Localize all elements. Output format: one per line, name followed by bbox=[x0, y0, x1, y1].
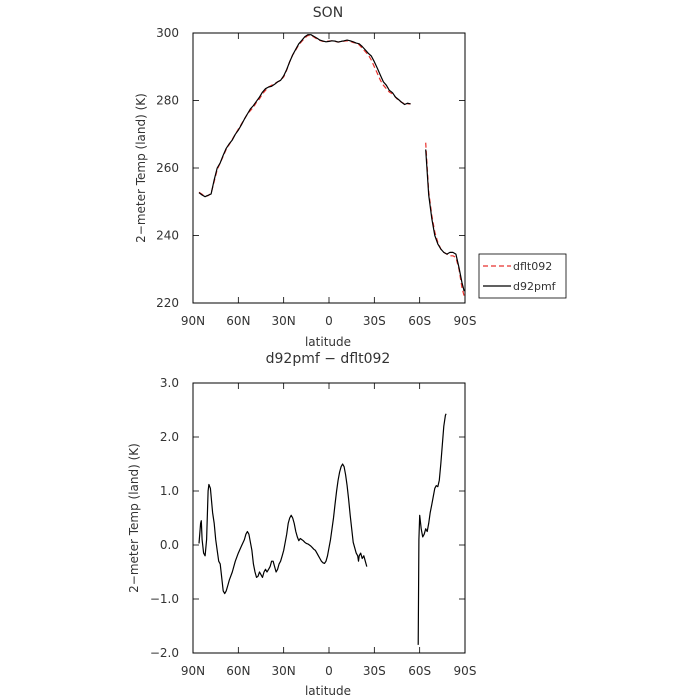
bottom-y-tick-label: 2.0 bbox=[160, 430, 179, 444]
top-chart-title: SON bbox=[313, 5, 343, 21]
series-line-d92pmf bbox=[425, 149, 465, 292]
bottom-x-tick-label: 60S bbox=[408, 664, 431, 678]
bottom-x-tick-label: 90N bbox=[181, 664, 205, 678]
top-x-tick-label: 90S bbox=[454, 314, 477, 328]
top-y-tick-label: 280 bbox=[156, 94, 179, 108]
bottom-y-tick-label: 3.0 bbox=[160, 376, 179, 390]
bottom-x-axis-label: latitude bbox=[305, 684, 351, 698]
top-x-tick-label: 30S bbox=[363, 314, 386, 328]
bottom-x-tick-label: 30S bbox=[363, 664, 386, 678]
bottom-series-lines bbox=[198, 413, 447, 645]
top-y-axis-label: 2−meter Temp (land) (K) bbox=[134, 93, 148, 243]
legend-label-d92pmf: d92pmf bbox=[513, 280, 557, 293]
top-y-tick-label: 220 bbox=[156, 296, 179, 310]
legend: dflt092 d92pmf bbox=[478, 253, 567, 299]
temperature-panel: SON 90N 60N 30N 0 30S 60S 90S 220 240 260 280 300 l… bbox=[134, 5, 476, 349]
top-y-tick-label: 300 bbox=[156, 26, 179, 40]
top-x-tick-label: 90N bbox=[181, 314, 205, 328]
top-x-axis-label: latitude bbox=[305, 335, 351, 349]
top-plot-frame bbox=[192, 32, 466, 304]
bottom-axis-ticks: 90N 60N 30N 0 30S 60S 90S −2.0 −1.0 0.0 1.0 2.0 3.0 bbox=[150, 376, 477, 678]
difference-panel: d92pmf − dflt092 90N 60N 30N 0 30S 60S 90S −2.0… bbox=[127, 351, 476, 698]
series-line-d92pmf bbox=[198, 34, 411, 198]
bottom-y-tick-label: 1.0 bbox=[160, 484, 179, 498]
bottom-y-tick-label: −1.0 bbox=[150, 592, 179, 606]
bottom-x-tick-label: 90S bbox=[454, 664, 477, 678]
bottom-series-line bbox=[417, 413, 447, 645]
bottom-y-tick-label: 0.0 bbox=[160, 538, 179, 552]
top-axis-ticks: 90N 60N 30N 0 30S 60S 90S 220 240 260 280 300 bbox=[156, 26, 476, 328]
top-x-tick-label: 60S bbox=[408, 314, 431, 328]
top-x-tick-label: 0 bbox=[325, 314, 333, 328]
bottom-series-line bbox=[198, 463, 368, 595]
bottom-x-tick-label: 60N bbox=[226, 664, 250, 678]
legend-label-dflt092: dflt092 bbox=[513, 260, 552, 273]
bottom-y-axis-label: 2−meter Temp (land) (K) bbox=[127, 443, 141, 593]
bottom-x-tick-label: 30N bbox=[272, 664, 296, 678]
series-line-dflt092 bbox=[198, 34, 411, 197]
bottom-plot-frame bbox=[192, 382, 466, 654]
legend-box bbox=[478, 253, 567, 299]
bottom-x-tick-label: 0 bbox=[325, 664, 333, 678]
top-y-tick-label: 260 bbox=[156, 161, 179, 175]
top-x-tick-label: 60N bbox=[226, 314, 250, 328]
bottom-chart-title: d92pmf − dflt092 bbox=[266, 351, 391, 367]
top-x-tick-label: 30N bbox=[272, 314, 296, 328]
bottom-y-tick-label: −2.0 bbox=[150, 646, 179, 660]
top-y-tick-label: 240 bbox=[156, 229, 179, 243]
top-series-lines bbox=[198, 34, 465, 297]
